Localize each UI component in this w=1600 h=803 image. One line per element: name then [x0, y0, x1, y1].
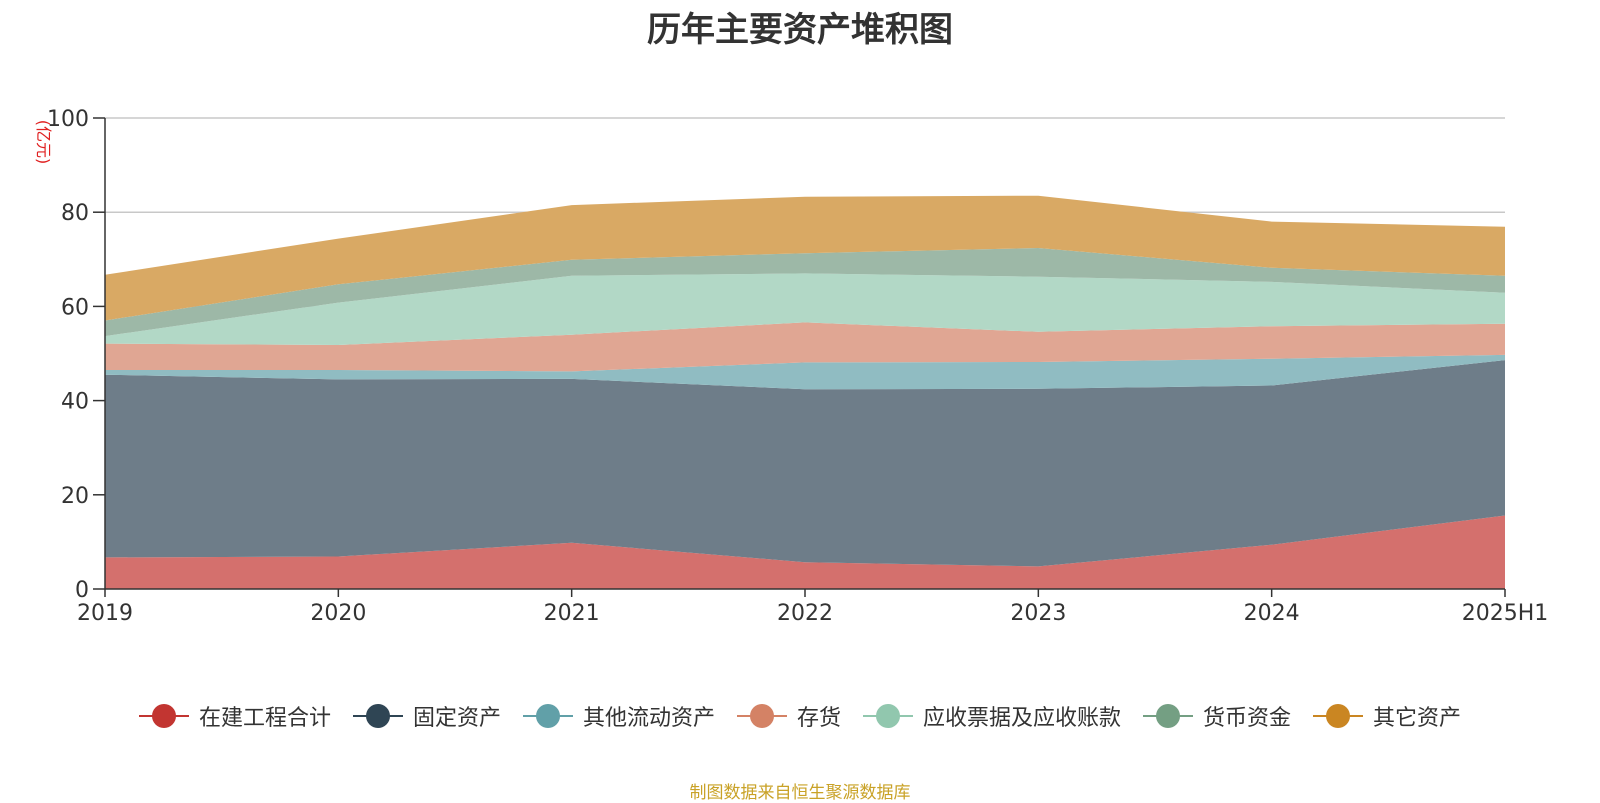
legend-item-4[interactable]: 应收票据及应收账款: [863, 700, 1121, 732]
area-series: [105, 195, 1505, 589]
x-tick-label: 2020: [310, 601, 366, 626]
legend-item-1[interactable]: 固定资产: [352, 700, 501, 732]
area-series-2: [105, 354, 1505, 390]
y-tick-label: 0: [75, 578, 89, 603]
y-tick-label: 60: [61, 295, 89, 320]
chart-title: 历年主要资产堆积图: [647, 10, 953, 50]
legend-label: 应收票据及应收账款: [923, 706, 1122, 731]
x-tick-label: 2025H1: [1462, 601, 1549, 626]
legend-marker-icon: [1143, 702, 1194, 730]
legend-label: 存货: [796, 706, 841, 731]
legend-label: 其它资产: [1373, 706, 1462, 731]
legend-item-3[interactable]: 存货: [736, 700, 841, 732]
axis-ticks: 0 20 40 60 80 100 2019 2020 2021 2022 2023 2024 2025…: [47, 107, 1548, 626]
legend-label: 货币资金: [1203, 706, 1292, 731]
area-series-1: [105, 360, 1505, 567]
y-tick-label: 20: [61, 484, 89, 509]
x-tick-label: 2021: [544, 601, 600, 626]
area-series-0: [105, 515, 1505, 589]
y-tick-label: 100: [47, 107, 89, 132]
legend-marker-icon: [1313, 702, 1364, 730]
legend-label: 在建工程合计: [198, 706, 331, 731]
legend-item-5[interactable]: 货币资金: [1143, 700, 1291, 732]
legend-label: 其他流动资产: [582, 706, 715, 731]
area-series-5: [105, 248, 1505, 337]
legend-marker-icon: [736, 702, 787, 730]
x-tick-label: 2019: [77, 601, 133, 626]
x-tick-label: 2024: [1244, 601, 1300, 626]
area-series-6: [105, 195, 1505, 321]
x-tick-label: 2023: [1010, 601, 1066, 626]
x-tick-label: 2022: [777, 601, 833, 626]
legend-marker-icon: [863, 702, 913, 730]
legend-marker-icon: [352, 702, 403, 730]
area-series-4: [105, 273, 1505, 345]
y-tick-label: 40: [61, 390, 89, 415]
legend: 在建工程合计 固定资产 其他流动资产 存货 应收票据及应收账款 货币资金 其它资产: [0, 700, 1600, 732]
legend-label: 固定资产: [412, 706, 501, 731]
source-note: 制图数据来自恒生聚源数据库: [689, 783, 911, 803]
area-series-3: [105, 322, 1505, 372]
y-tick-label: 80: [61, 201, 89, 226]
y-axis-unit-label: (亿元): [34, 120, 53, 165]
legend-item-2[interactable]: 其他流动资产: [522, 700, 715, 732]
legend-marker-icon: [138, 702, 189, 730]
legend-marker-icon: [522, 702, 573, 730]
legend-item-6[interactable]: 其它资产: [1313, 700, 1461, 732]
legend-item-0[interactable]: 在建工程合计: [138, 700, 331, 732]
